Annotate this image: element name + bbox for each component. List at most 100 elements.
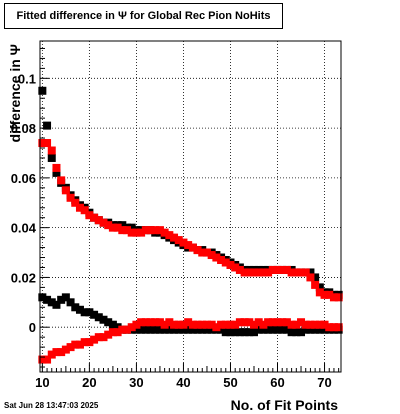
chart-title: Fitted difference in Ψ for Global Rec Pi… bbox=[4, 3, 283, 29]
data-point-series-4 bbox=[113, 328, 122, 337]
y-tick-label: 0.06 bbox=[11, 171, 36, 186]
data-point-series-4 bbox=[235, 318, 244, 327]
data-point-series-3 bbox=[90, 310, 99, 319]
data-point-series-3 bbox=[43, 295, 52, 304]
data-point-series-4 bbox=[259, 320, 268, 329]
data-point-series-1 bbox=[118, 221, 127, 230]
data-point-series-2 bbox=[207, 251, 216, 260]
data-point-series-3 bbox=[259, 325, 268, 334]
data-point-series-4 bbox=[249, 320, 258, 329]
data-point-series-3 bbox=[221, 328, 230, 337]
data-point-series-2 bbox=[99, 218, 108, 227]
data-point-series-3 bbox=[226, 328, 235, 337]
data-point-series-2 bbox=[146, 226, 155, 235]
data-point-series-2 bbox=[306, 273, 315, 282]
data-point-series-2 bbox=[249, 268, 258, 277]
data-point-series-2 bbox=[80, 206, 89, 215]
x-tick-label: 60 bbox=[270, 375, 284, 390]
data-point-series-2 bbox=[160, 228, 169, 237]
data-point-series-3 bbox=[108, 320, 117, 329]
data-point-series-3 bbox=[184, 325, 193, 334]
data-point-series-4 bbox=[85, 338, 94, 347]
data-point-series-3 bbox=[170, 325, 179, 334]
data-point-series-4 bbox=[99, 333, 108, 342]
data-point-series-3 bbox=[160, 325, 169, 334]
x-tick-label: 30 bbox=[129, 375, 143, 390]
data-point-series-4 bbox=[193, 320, 202, 329]
x-tick-label: 20 bbox=[82, 375, 96, 390]
data-point-series-2 bbox=[165, 231, 174, 240]
data-point-series-2 bbox=[240, 268, 249, 277]
x-tick-label: 10 bbox=[35, 375, 49, 390]
data-point-series-4 bbox=[292, 320, 301, 329]
data-point-series-2 bbox=[104, 221, 113, 230]
data-point-series-4 bbox=[174, 320, 183, 329]
data-point-series-3 bbox=[287, 328, 296, 337]
data-point-series-4 bbox=[155, 318, 164, 327]
data-point-series-4 bbox=[226, 320, 235, 329]
data-point-series-4 bbox=[47, 350, 56, 359]
data-point-series-4 bbox=[141, 318, 150, 327]
data-point-series-2 bbox=[61, 186, 70, 195]
data-point-series-2 bbox=[301, 268, 310, 277]
data-point-series-3 bbox=[188, 325, 197, 334]
data-point-series-3 bbox=[292, 328, 301, 337]
data-point-series-4 bbox=[127, 323, 136, 332]
data-point-series-3 bbox=[278, 325, 287, 334]
data-point-series-4 bbox=[311, 320, 320, 329]
data-point-series-2 bbox=[38, 139, 47, 148]
data-point-series-3 bbox=[66, 298, 75, 307]
data-point-series-4 bbox=[118, 325, 127, 334]
data-point-series-3 bbox=[85, 308, 94, 317]
data-point-series-2 bbox=[282, 265, 291, 274]
data-point-series-3 bbox=[47, 298, 56, 307]
data-point-series-4 bbox=[43, 355, 52, 364]
data-point-series-2 bbox=[325, 290, 334, 299]
data-point-series-1 bbox=[315, 283, 324, 292]
data-point-series-3 bbox=[245, 328, 254, 337]
data-point-series-2 bbox=[329, 293, 338, 302]
plot-frame bbox=[39, 40, 342, 373]
data-point-series-2 bbox=[52, 163, 61, 172]
data-point-series-4 bbox=[202, 320, 211, 329]
data-point-series-2 bbox=[311, 280, 320, 289]
data-point-series-1 bbox=[127, 223, 136, 232]
data-point-series-2 bbox=[287, 268, 296, 277]
data-point-series-1 bbox=[38, 86, 47, 95]
data-point-series-2 bbox=[174, 236, 183, 245]
data-point-series-3 bbox=[104, 318, 113, 327]
data-point-series-1 bbox=[43, 121, 52, 130]
data-point-series-2 bbox=[94, 216, 103, 225]
data-point-series-4 bbox=[184, 318, 193, 327]
data-point-series-2 bbox=[170, 233, 179, 242]
data-point-series-4 bbox=[245, 318, 254, 327]
data-point-series-4 bbox=[329, 323, 338, 332]
data-point-series-3 bbox=[179, 325, 188, 334]
data-point-series-3 bbox=[132, 325, 141, 334]
data-point-series-2 bbox=[179, 238, 188, 247]
data-point-series-4 bbox=[61, 345, 70, 354]
data-point-series-2 bbox=[85, 211, 94, 220]
data-point-series-3 bbox=[146, 325, 155, 334]
data-point-series-2 bbox=[188, 243, 197, 252]
data-point-series-3 bbox=[320, 325, 329, 334]
data-point-series-4 bbox=[71, 340, 80, 349]
data-point-series-4 bbox=[151, 318, 160, 327]
data-point-series-2 bbox=[202, 248, 211, 257]
data-point-series-2 bbox=[334, 293, 343, 302]
data-point-series-2 bbox=[151, 226, 160, 235]
data-point-series-3 bbox=[311, 325, 320, 334]
data-point-series-3 bbox=[193, 325, 202, 334]
data-point-series-3 bbox=[57, 295, 66, 304]
data-point-series-4 bbox=[264, 318, 273, 327]
data-point-series-3 bbox=[268, 325, 277, 334]
data-point-series-1 bbox=[52, 168, 61, 177]
data-point-series-3 bbox=[137, 325, 146, 334]
data-point-series-4 bbox=[90, 335, 99, 344]
data-point-series-1 bbox=[306, 268, 315, 277]
tick-labels: 10 20 30 40 50 60 70 0 0.02 0.04 0.06 0.08 0.1 bbox=[11, 71, 332, 390]
x-tick-label: 40 bbox=[176, 375, 190, 390]
y-tick-label: 0.02 bbox=[11, 270, 36, 285]
data-point-series-3 bbox=[249, 328, 258, 337]
data-point-series-3 bbox=[61, 293, 70, 302]
